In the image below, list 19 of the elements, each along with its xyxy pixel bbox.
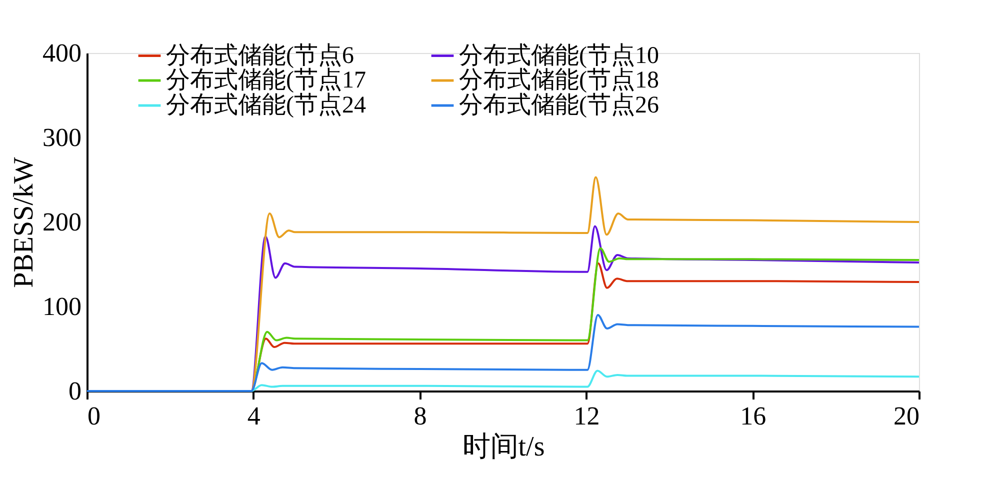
x-tick-label: 8 — [414, 402, 427, 430]
x-tick-label: 4 — [247, 402, 260, 430]
y-tick-label: 100 — [42, 292, 82, 321]
legend-label: 分布式储能(节点17 — [166, 68, 366, 94]
legend-label: 分布式储能(节点6 — [166, 42, 354, 69]
y-tick-label: 300 — [42, 123, 82, 152]
y-axis-title: PBESS/kW — [8, 156, 40, 288]
x-axis-title: 时间t/s — [462, 432, 545, 462]
legend-label: 分布式储能(节点18 — [459, 68, 659, 94]
y-tick-label: 400 — [42, 38, 82, 68]
x-tick-label: 12 — [574, 402, 600, 430]
legend-label: 分布式储能(节点26 — [459, 92, 659, 118]
x-tick-label: 16 — [740, 402, 766, 430]
legend-label: 分布式储能(节点10 — [459, 42, 659, 69]
y-tick-label: 200 — [42, 208, 82, 236]
legend-label: 分布式储能(节点24 — [166, 92, 366, 118]
x-tick-label: 20 — [894, 402, 920, 430]
x-tick-label: 0 — [88, 402, 100, 430]
y-tick-label: 0 — [68, 376, 82, 406]
